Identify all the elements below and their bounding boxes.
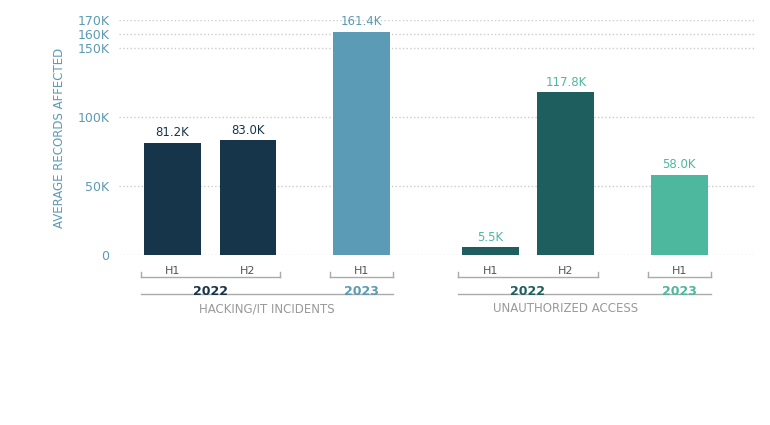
Text: 117.8K: 117.8K bbox=[545, 76, 587, 89]
Text: 2022: 2022 bbox=[511, 286, 545, 298]
Text: 83.0K: 83.0K bbox=[231, 124, 265, 137]
Text: HACKING/IT INCIDENTS: HACKING/IT INCIDENTS bbox=[199, 302, 335, 315]
Text: H2: H2 bbox=[240, 266, 256, 276]
Text: 58.0K: 58.0K bbox=[662, 159, 696, 171]
Text: 5.5K: 5.5K bbox=[477, 231, 504, 244]
Text: H2: H2 bbox=[558, 266, 574, 276]
Bar bbox=[144, 143, 201, 255]
Bar bbox=[462, 247, 518, 255]
Text: 2023: 2023 bbox=[344, 286, 379, 298]
Text: 81.2K: 81.2K bbox=[156, 126, 189, 139]
Text: H1: H1 bbox=[671, 266, 687, 276]
Text: 2022: 2022 bbox=[192, 286, 228, 298]
Bar bbox=[219, 140, 276, 255]
Bar bbox=[651, 175, 708, 255]
Text: 2023: 2023 bbox=[662, 286, 697, 298]
Text: H1: H1 bbox=[165, 266, 180, 276]
Y-axis label: AVERAGE RECORDS AFFECTED: AVERAGE RECORDS AFFECTED bbox=[53, 48, 66, 228]
Bar bbox=[537, 92, 594, 255]
Text: 161.4K: 161.4K bbox=[341, 15, 382, 28]
Text: UNAUTHORIZED ACCESS: UNAUTHORIZED ACCESS bbox=[494, 302, 638, 315]
Text: H1: H1 bbox=[353, 266, 369, 276]
Bar bbox=[333, 32, 390, 255]
Text: H1: H1 bbox=[483, 266, 498, 276]
